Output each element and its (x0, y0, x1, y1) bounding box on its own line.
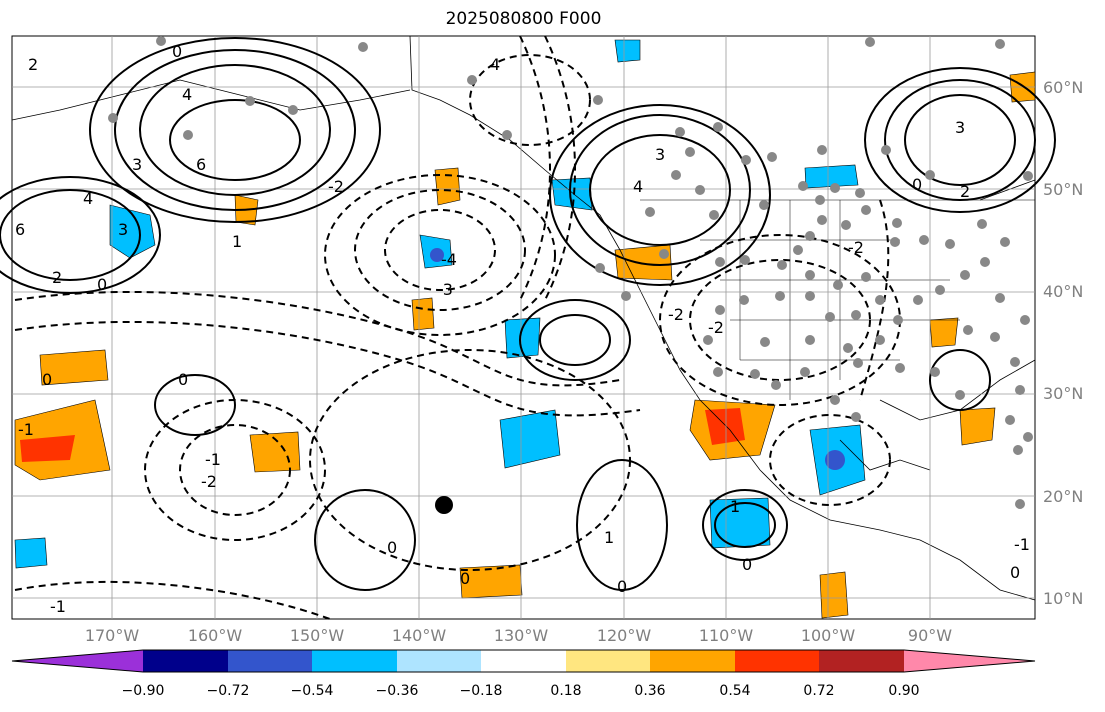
contour-label: 4 (633, 177, 643, 196)
contour-label: 3 (955, 118, 965, 137)
contour-label: 2 (960, 182, 970, 201)
contour-label: -4 (441, 250, 457, 269)
colorbar-tick-label: 0.90 (888, 683, 920, 699)
contour-label: 4 (182, 85, 192, 104)
contour-label: 6 (196, 155, 206, 174)
lat-label-50n: 50°N (1043, 180, 1084, 199)
lon-label-170w: 170°W (84, 626, 140, 645)
contour-label: 0 (42, 370, 52, 389)
colorbar-tick-label: 0.18 (550, 683, 582, 699)
colorbar-tick-label: 0.72 (803, 683, 835, 699)
contour-label: 1 (730, 497, 740, 516)
contour-label: 0 (1010, 563, 1020, 582)
colorbar-segment (566, 650, 650, 672)
contour-label: 2 (28, 55, 38, 74)
contour-label: 1 (604, 528, 614, 547)
contour-label: 1 (232, 232, 242, 251)
lon-label-140w: 140°W (391, 626, 447, 645)
lon-label-120w: 120°W (596, 626, 652, 645)
positive-contours (0, 37, 1056, 591)
colorbar-segment (12, 650, 143, 672)
lon-label-100w: 100°W (800, 626, 856, 645)
contour-label: 4 (490, 55, 500, 74)
contour-label: -2 (848, 238, 864, 257)
lat-label-60n: 60°N (1043, 78, 1084, 97)
station-dots (108, 36, 1033, 509)
colorbar-segment (228, 650, 312, 672)
contour-label: -1 (18, 420, 34, 439)
contour-label: 0 (178, 370, 188, 389)
contour-label: 0 (460, 569, 470, 588)
colorbar-segment (481, 650, 566, 672)
contour-label: 0 (97, 275, 107, 294)
colorbar-segment (650, 650, 735, 672)
colorbar-outline (11, 649, 1036, 673)
contour-label: -1 (205, 450, 221, 469)
contour-label: 2 (52, 268, 62, 287)
colorbar-segment (143, 650, 228, 672)
contour-label: -1 (50, 597, 66, 616)
coastlines (11, 35, 1036, 601)
colorbar-tick-label: −0.54 (290, 683, 334, 699)
colorbar-tick-label: −0.18 (459, 683, 503, 699)
contour-label: -2 (328, 177, 344, 196)
lon-label-150w: 150°W (289, 626, 345, 645)
contour-label: 0 (617, 577, 627, 596)
lon-label-130w: 130°W (493, 626, 549, 645)
lon-label-160w: 160°W (187, 626, 243, 645)
colorbar-segment (819, 650, 904, 672)
lon-label-90w: 90°W (907, 626, 953, 645)
contour-label: -2 (708, 318, 724, 337)
colorbar-tick-label: −0.36 (375, 683, 419, 699)
contour-label: 0 (387, 538, 397, 557)
contour-labels: 2 0 4 6 3 4 3 2 0 1 4 -4 -3 -2 3 4 3 2 0… (15, 42, 1030, 616)
contour-label: 4 (83, 189, 93, 208)
shaded-anomalies (14, 39, 1036, 619)
contour-label: 3 (118, 220, 128, 239)
contour-label: -2 (668, 305, 684, 324)
colorbar-tick-label: −0.72 (206, 683, 250, 699)
colorbar (11, 649, 1036, 673)
lon-label-110w: 110°W (698, 626, 754, 645)
colorbar-tick-label: −0.90 (121, 683, 165, 699)
lat-label-30n: 30°N (1043, 384, 1084, 403)
contour-label: -3 (437, 280, 453, 299)
contour-label: -2 (201, 472, 217, 491)
contour-label: -1 (1014, 535, 1030, 554)
lat-label-20n: 20°N (1043, 487, 1084, 506)
contour-label: 0 (172, 42, 182, 61)
colorbar-tick-label: 0.54 (719, 683, 751, 699)
map-title: 2025080800 F000 (445, 9, 602, 29)
contour-label: 0 (742, 555, 752, 574)
contour-label: 6 (15, 220, 25, 239)
gridlines (12, 36, 1035, 619)
contour-label: 3 (132, 155, 142, 174)
lat-label-40n: 40°N (1043, 282, 1084, 301)
lat-label-10n: 10°N (1043, 589, 1084, 608)
colorbar-segment (735, 650, 819, 672)
colorbar-segment (904, 650, 1035, 672)
colorbar-segment (397, 650, 481, 672)
marker-dot (435, 496, 453, 514)
colorbar-segment (312, 650, 397, 672)
contour-label: 3 (655, 145, 665, 164)
colorbar-tick-label: 0.36 (634, 683, 666, 699)
contour-label: 0 (912, 175, 922, 194)
